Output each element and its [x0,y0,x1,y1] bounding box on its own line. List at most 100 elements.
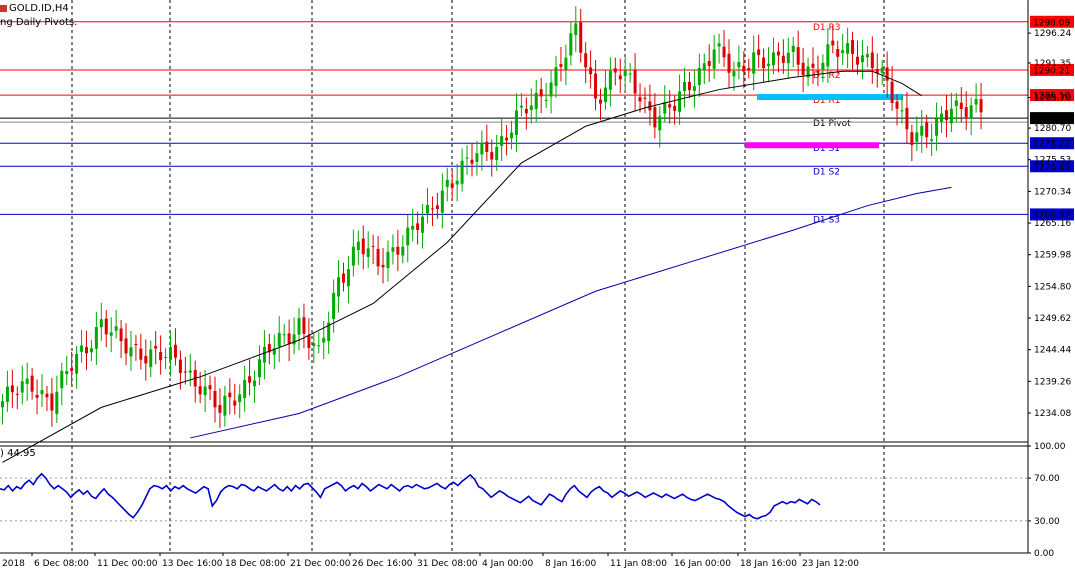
candle-body [411,225,415,230]
pivot-label: D1 S3 [813,215,840,225]
candle [218,388,222,428]
price-tag-bg [1030,112,1074,125]
candle-body [771,52,775,66]
candle-body [10,385,14,393]
candle-body [633,69,637,94]
time-tick-label: 13 Dec 16:00 [162,559,223,569]
time-tick-label: 18 Jan 16:00 [740,559,797,569]
candle-body [233,400,237,406]
candle-body [623,70,627,77]
candle-body [430,208,434,210]
price-tick-label: 1239.26 [1034,377,1071,387]
candle [959,87,963,123]
symbol-icon [0,4,7,12]
candle-body [119,328,123,342]
candle [84,330,88,371]
candle [317,331,321,354]
time-tick-label: 2018 [2,559,25,569]
price-tag-label: 1286.10 [1033,92,1070,102]
candle [376,235,380,276]
candle [500,118,504,162]
candle [974,83,978,113]
candle-body [75,353,79,374]
candle [0,393,4,425]
price-panel[interactable]: D1 R3 D1 R2 D1 R1 D1 Pivot D1 S1 D1 S2 D1 S3 [0,0,1028,463]
candle [890,65,894,111]
candle-body [549,82,553,97]
price-tag-label: 1274.45 [1033,163,1070,173]
candle-body [589,67,593,75]
candle [786,37,790,79]
candle [183,356,187,385]
price-tick-label: 1280.70 [1034,124,1071,134]
candle [401,235,405,264]
candle [628,63,632,83]
candle-body [648,101,652,111]
rsi-tick-label: 100.00 [1034,442,1066,452]
candle [757,34,761,68]
candle [173,328,177,366]
candle-body [954,100,958,107]
ma-fast-line [2,70,923,463]
candle-body [50,393,54,411]
candle-body [678,91,682,112]
candle-body [885,67,889,81]
candle-body [70,368,74,372]
candle [579,8,583,63]
candle [386,240,390,282]
candle-body [762,57,766,69]
candle [836,40,840,74]
candle [277,316,281,363]
candle-body [346,269,350,287]
rsi-panel[interactable] [0,446,1028,553]
candle-body [534,92,538,110]
candle [623,56,627,93]
candle [154,331,158,365]
candle [826,27,830,83]
candle-body [796,47,800,65]
candle-body [460,160,464,184]
candle [539,77,543,113]
candle-body [940,113,944,122]
candle-body [752,52,756,74]
candle-body [574,23,578,36]
candle [514,93,518,153]
candle-body [880,67,884,73]
candle-body [935,118,939,136]
candle-body [169,347,173,360]
candle-body [826,44,830,67]
candle [717,33,721,64]
candle [164,347,168,369]
candle-body [618,75,622,80]
candle-body [638,97,642,102]
candle [371,234,375,265]
candle [737,45,741,80]
candle [796,30,800,76]
price-tag-bg [1030,208,1074,221]
candle [944,94,948,138]
candle [930,123,934,157]
candle [267,333,271,365]
candle-body [287,333,291,345]
candle-body [905,107,909,130]
candle [248,359,252,396]
candle [134,335,138,361]
candle [870,36,874,84]
s1-zone [745,142,879,149]
candle [618,58,622,94]
candle-body [658,116,662,131]
r1-zone [757,94,903,101]
candle-body [238,394,242,403]
candle [490,139,494,177]
candle-body [969,105,973,119]
rsi-tick-label: 70.00 [1034,474,1060,484]
candle-body [747,68,751,71]
candle-body [327,322,331,342]
price-tick-label: 1254.80 [1034,282,1071,292]
candle [341,262,345,292]
candle-body [742,65,746,72]
candle-body [485,141,489,152]
candle [683,67,687,108]
candle [589,50,593,89]
